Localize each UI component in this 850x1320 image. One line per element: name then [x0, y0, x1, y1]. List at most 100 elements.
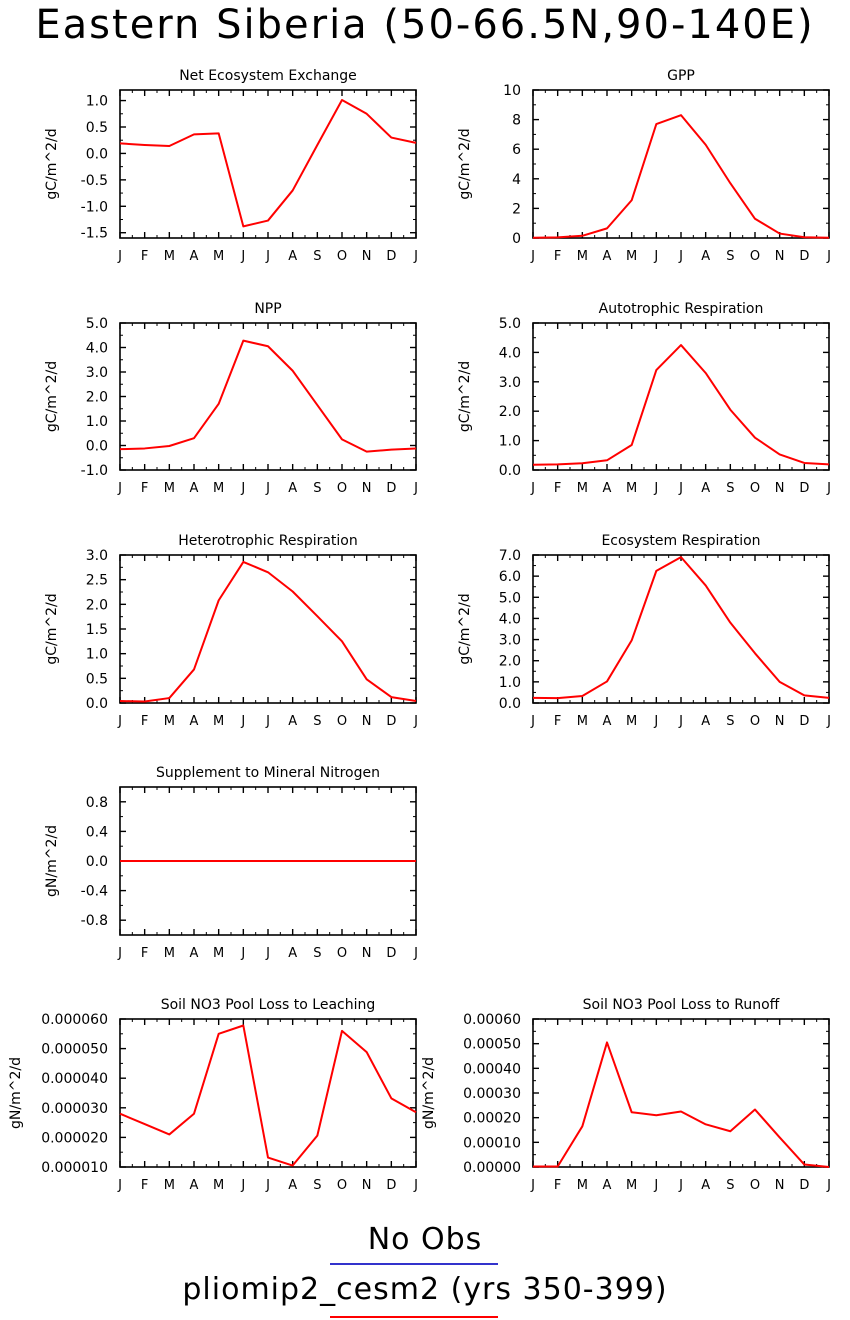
- chart-title: GPP: [667, 68, 695, 84]
- x-tick-label: S: [726, 1178, 734, 1193]
- x-tick-label: J: [117, 1178, 122, 1193]
- x-tick-label: J: [117, 714, 122, 729]
- y-tick-label: 0.000050: [41, 1042, 108, 1058]
- x-tick-label: F: [141, 1178, 148, 1193]
- y-tick-label: 0.000060: [41, 1012, 108, 1028]
- x-tick-label: J: [653, 249, 658, 264]
- x-tick-label: D: [799, 481, 809, 496]
- chart-title: NPP: [254, 301, 281, 317]
- x-tick-label: J: [413, 714, 418, 729]
- chart-panel: J F M A M J J A S O N D J0.000600.000500.000400.0003…: [421, 997, 831, 1193]
- x-tick-label: N: [362, 1178, 372, 1193]
- series-line: [119, 99, 417, 228]
- x-tick-label: F: [141, 946, 148, 961]
- y-tick-label: 0.00010: [463, 1135, 521, 1151]
- x-tick-label: S: [726, 714, 734, 729]
- y-tick-label: 1.0: [499, 434, 521, 450]
- legend-obs-label: No Obs: [367, 1222, 483, 1257]
- x-tick-label: F: [554, 714, 561, 729]
- x-tick-label: M: [213, 481, 224, 496]
- x-tick-label: O: [337, 249, 347, 264]
- y-axis-label: gN/m^2/d: [44, 825, 60, 897]
- x-tick-label: D: [386, 481, 396, 496]
- x-tick-label: M: [164, 1178, 175, 1193]
- y-tick-label: 0.00060: [463, 1012, 521, 1028]
- y-tick-label: 2: [512, 201, 521, 217]
- x-tick-label: F: [141, 714, 148, 729]
- x-tick-label: A: [190, 714, 199, 729]
- series-line: [533, 1041, 830, 1168]
- y-tick-label: 2.0: [499, 654, 521, 670]
- y-axis-label: gC/m^2/d: [44, 593, 60, 664]
- x-tick-label: O: [337, 946, 347, 961]
- x-tick-label: M: [164, 249, 175, 264]
- x-tick-label: A: [603, 714, 612, 729]
- x-tick-label: D: [799, 1178, 809, 1193]
- series-line: [532, 556, 830, 700]
- x-tick-label: S: [313, 1178, 321, 1193]
- x-tick-label: J: [530, 714, 535, 729]
- y-tick-label: 0.00050: [463, 1037, 521, 1053]
- page-title: Eastern Siberia (50-66.5N,90-140E): [35, 2, 815, 48]
- chart-panel: J F M A M J J A S O N D J0.0000600.0000500.0000400.0…: [8, 997, 418, 1193]
- x-tick-label: A: [288, 481, 297, 496]
- x-tick-label: D: [386, 946, 396, 961]
- plot-frame: [532, 1018, 830, 1168]
- x-tick-label: D: [386, 1178, 396, 1193]
- x-tick-label: O: [337, 714, 347, 729]
- plot-frame: [532, 554, 830, 704]
- plot-frame: [119, 1018, 417, 1168]
- x-tick-label: A: [190, 249, 199, 264]
- x-tick-label: A: [288, 1178, 297, 1193]
- x-tick-label: M: [577, 714, 588, 729]
- y-tick-label: 3.0: [499, 633, 521, 649]
- y-axis-label: gC/m^2/d: [457, 128, 473, 199]
- x-tick-label: J: [265, 481, 270, 496]
- y-tick-label: 0.000010: [41, 1160, 108, 1176]
- x-tick-label: J: [265, 249, 270, 264]
- x-tick-label: J: [826, 481, 831, 496]
- x-tick-label: J: [826, 714, 831, 729]
- y-tick-label: 0.000040: [41, 1071, 108, 1087]
- x-tick-label: N: [362, 714, 372, 729]
- x-tick-label: J: [678, 1178, 683, 1193]
- x-tick-label: M: [577, 481, 588, 496]
- x-tick-label: N: [362, 946, 372, 961]
- x-tick-label: F: [554, 1178, 561, 1193]
- chart-panel: J F M A M J J A S O N D J0.80.40.0-0.4-0.8Supplement…: [44, 765, 418, 961]
- y-tick-label: 0.0: [86, 146, 108, 162]
- x-tick-label: A: [288, 714, 297, 729]
- y-tick-label: 0.0: [86, 696, 108, 712]
- y-tick-label: 4.0: [499, 611, 521, 627]
- series-line: [119, 339, 417, 453]
- x-tick-label: N: [362, 481, 372, 496]
- x-tick-label: N: [775, 249, 785, 264]
- chart-title: Net Ecosystem Exchange: [179, 68, 357, 84]
- legend-model-line: [330, 1316, 498, 1318]
- x-tick-label: J: [413, 1178, 418, 1193]
- x-tick-label: A: [701, 1178, 710, 1193]
- y-tick-label: 4.0: [86, 341, 108, 357]
- x-tick-label: J: [240, 714, 245, 729]
- y-tick-label: 0.8: [86, 795, 108, 811]
- x-tick-label: O: [337, 481, 347, 496]
- x-tick-label: M: [213, 249, 224, 264]
- x-tick-label: J: [530, 249, 535, 264]
- x-tick-label: J: [117, 249, 122, 264]
- y-tick-label: -1.5: [81, 226, 108, 242]
- chart-title: Supplement to Mineral Nitrogen: [156, 765, 380, 781]
- y-axis-label: gN/m^2/d: [421, 1057, 437, 1129]
- legend-model-label: pliomip2_cesm2 (yrs 350-399): [182, 1272, 668, 1307]
- y-tick-label: 5.0: [86, 316, 108, 332]
- plot-frame: [119, 89, 417, 239]
- x-tick-label: A: [603, 249, 612, 264]
- y-axis-label: gN/m^2/d: [8, 1057, 24, 1129]
- x-tick-label: M: [164, 481, 175, 496]
- x-tick-label: F: [141, 249, 148, 264]
- x-tick-label: M: [213, 714, 224, 729]
- x-tick-label: A: [190, 946, 199, 961]
- y-tick-label: 0.00020: [463, 1111, 521, 1127]
- y-tick-label: -1.0: [81, 199, 108, 215]
- chart-title: Autotrophic Respiration: [599, 301, 764, 317]
